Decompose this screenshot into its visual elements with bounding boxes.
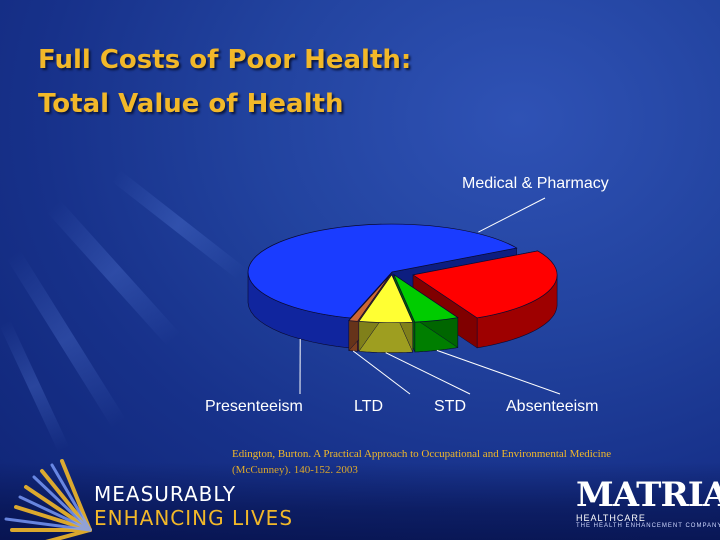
pie-slice-absenteeism [392,273,459,323]
leader-line-std [385,352,471,395]
footer-bar [0,462,720,540]
slice-label-presenteeism: Presenteeism [205,398,303,415]
slice-label-std: STD [434,398,466,415]
pie-leader-lines [299,197,561,395]
slide-title: Full Costs of Poor Health: Total Value o… [38,38,411,126]
pie-slice-medical-pharmacy [412,250,558,319]
slice-label-absenteeism: Absenteeism [506,398,599,415]
sunburst-graphic [4,459,92,540]
logo-name: MATRIA [576,475,720,515]
matria-logo: MATRIA® HEALTHCARE THE HEALTH ENHANCEMEN… [576,478,720,529]
slice-label-medical-pharmacy: Medical & Pharmacy [462,175,609,192]
slide-title-line-1: Full Costs of Poor Health: [38,45,412,75]
leader-line-ltd [352,350,411,395]
pie-slice-std [358,273,414,324]
tagline-line-2: ENHANCING LIVES [94,506,294,530]
leader-line-medical-pharmacy [478,197,546,233]
slice-label-ltd: LTD [354,398,384,415]
logo-tagline: THE HEALTH ENHANCEMENT COMPANY [576,523,720,529]
pie-slice-ltd [348,274,391,322]
tagline-line-1: MEASURABLY [94,482,237,506]
tagline: MEASURABLY ENHANCING LIVES [94,482,293,530]
pie-slice-presenteeism [247,223,518,319]
logo-subtitle: HEALTHCARE [576,513,646,523]
leader-line-absenteeism [436,349,561,395]
slide-title-line-2: Total Value of Health [38,89,344,119]
pie-tops [247,223,558,324]
